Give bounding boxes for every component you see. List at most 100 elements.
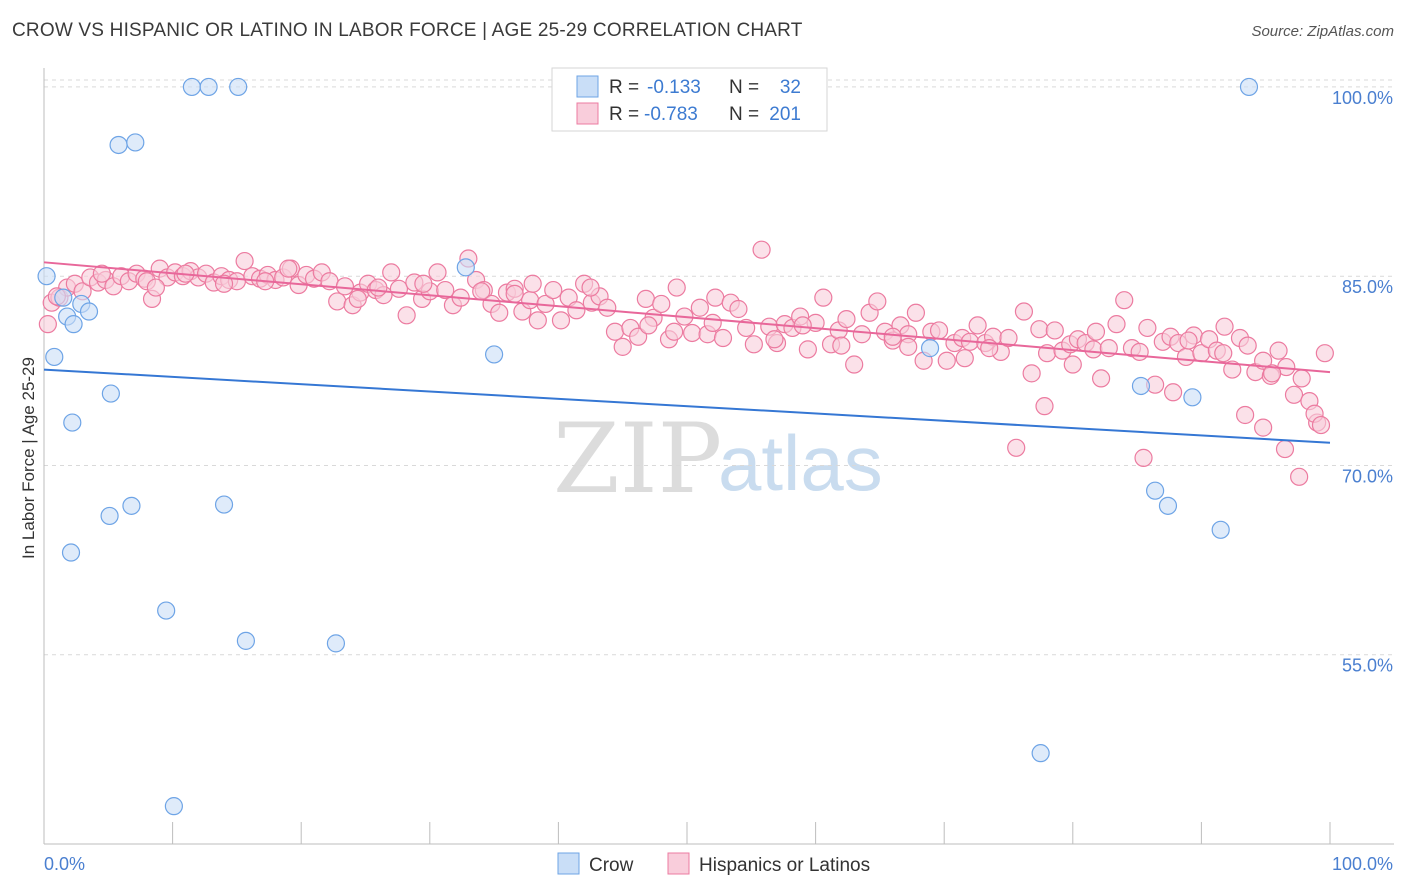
crow-point-22 bbox=[456, 258, 475, 277]
crow-point-24 bbox=[920, 339, 940, 358]
crow-point-9 bbox=[101, 384, 120, 403]
hisp-point-153 bbox=[1215, 317, 1234, 336]
hisp-point-87 bbox=[706, 288, 725, 307]
hisp-point-92 bbox=[744, 335, 763, 354]
hisp-point-183 bbox=[955, 349, 974, 368]
crow-point-28 bbox=[1158, 496, 1178, 515]
hisp-point-131 bbox=[1045, 321, 1064, 340]
crow-point-31 bbox=[1239, 77, 1259, 97]
hisp-point-128 bbox=[1022, 364, 1041, 383]
y-tick-label: 55.0% bbox=[1342, 656, 1393, 676]
crow-point-4 bbox=[64, 315, 83, 334]
hisp-point-99 bbox=[798, 340, 817, 359]
watermark-zip: ZIP bbox=[553, 403, 722, 515]
hisp-point-156 bbox=[1238, 336, 1257, 355]
crow-point-23 bbox=[485, 345, 504, 364]
hisp-point-187 bbox=[1164, 383, 1183, 402]
hisp-point-82 bbox=[667, 278, 686, 297]
hisp-point-162 bbox=[1284, 385, 1304, 404]
hisp-point-59 bbox=[490, 303, 509, 322]
crow-point-8 bbox=[61, 543, 81, 562]
crow-point-27 bbox=[1146, 481, 1165, 500]
crow-point-2 bbox=[54, 288, 73, 307]
hisp-point-188 bbox=[1214, 344, 1233, 363]
hisp-n-label: N = bbox=[729, 104, 759, 125]
watermark: ZIP atlas bbox=[553, 403, 883, 515]
hisp-point-78 bbox=[636, 289, 655, 309]
hisp-point-203 bbox=[1086, 322, 1106, 341]
x-tick-label-max: 100.0% bbox=[1332, 854, 1393, 874]
crow-r-value: -0.133 bbox=[647, 77, 701, 98]
hisp-point-116 bbox=[929, 321, 949, 340]
hisp-point-198 bbox=[505, 284, 524, 303]
hisp-point-195 bbox=[146, 278, 165, 297]
hisp-point-177 bbox=[581, 278, 600, 297]
hisp-r-label: R = bbox=[609, 104, 639, 125]
crow-point-7 bbox=[63, 413, 82, 432]
hisp-point-52 bbox=[436, 280, 455, 300]
hisp-n-value: 201 bbox=[769, 104, 801, 125]
hisp-r-value: -0.783 bbox=[644, 104, 698, 125]
crow-point-17 bbox=[157, 601, 176, 620]
hisp-point-205 bbox=[1263, 364, 1282, 383]
crow-trend-line bbox=[43, 368, 1331, 444]
hisp-point-175 bbox=[472, 282, 491, 301]
crow-point-30 bbox=[1211, 520, 1230, 539]
hisp-point-0 bbox=[38, 315, 57, 334]
crow-point-6 bbox=[79, 302, 99, 321]
hisp-point-201 bbox=[883, 327, 902, 346]
hisp-point-199 bbox=[665, 322, 684, 341]
hisp-bottom-swatch bbox=[667, 852, 690, 875]
y-tick-label: 85.0% bbox=[1342, 277, 1393, 297]
hisp-point-191 bbox=[1275, 439, 1295, 459]
hisp-point-172 bbox=[279, 259, 298, 278]
hisp-point-90 bbox=[729, 299, 748, 319]
crow-point-16 bbox=[229, 77, 248, 97]
hisp-point-194 bbox=[1311, 415, 1331, 435]
crow-legend-label: Crow bbox=[589, 855, 634, 876]
hisp-point-39 bbox=[335, 277, 355, 296]
hisp-point-163 bbox=[1292, 369, 1311, 388]
crow-point-25 bbox=[1031, 744, 1050, 763]
hisp-point-88 bbox=[713, 328, 733, 348]
hisp-point-101 bbox=[814, 288, 833, 307]
hisp-point-182 bbox=[899, 337, 918, 356]
hisp-point-46 bbox=[389, 279, 409, 298]
crow-point-10 bbox=[100, 506, 119, 526]
hisp-point-26 bbox=[235, 251, 254, 271]
y-tick-labels: 55.0% 70.0% 85.0% 100.0% bbox=[1332, 88, 1393, 676]
hispanic-points bbox=[38, 240, 1334, 486]
hisp-point-80 bbox=[652, 294, 671, 314]
hisp-point-178 bbox=[639, 316, 658, 335]
crow-bottom-swatch bbox=[557, 852, 580, 875]
crow-point-14 bbox=[182, 77, 201, 97]
hisp-point-179 bbox=[703, 313, 722, 332]
hisp-point-186 bbox=[1134, 448, 1153, 467]
hisp-point-121 bbox=[968, 316, 987, 335]
hisp-point-75 bbox=[613, 337, 632, 356]
hisp-point-181 bbox=[832, 336, 851, 355]
hisp-point-136 bbox=[1084, 340, 1103, 359]
hisp-point-180 bbox=[765, 330, 784, 349]
hisp-point-154 bbox=[1223, 360, 1242, 379]
hisp-point-105 bbox=[845, 355, 864, 374]
hisp-point-171 bbox=[214, 274, 234, 293]
stats-legend: R = -0.133 N = 32 R = -0.783 N = 201 bbox=[551, 67, 828, 132]
hisp-point-143 bbox=[1138, 318, 1157, 338]
hisp-point-73 bbox=[598, 298, 617, 317]
x-axis-ticks bbox=[43, 822, 1331, 844]
hisp-point-91 bbox=[737, 318, 756, 338]
hisp-point-127 bbox=[1014, 302, 1034, 321]
hisp-point-45 bbox=[382, 263, 401, 282]
hisp-point-64 bbox=[528, 311, 547, 330]
hisp-point-67 bbox=[551, 311, 571, 330]
hisp-point-117 bbox=[937, 351, 956, 370]
y-axis-label: In Labor Force | Age 25-29 bbox=[19, 357, 38, 559]
hisp-point-51 bbox=[428, 263, 447, 282]
hispanic-trend-line bbox=[43, 261, 1331, 374]
hisp-point-125 bbox=[999, 328, 1018, 348]
hisp-point-113 bbox=[906, 303, 926, 322]
series-legend: Crow Hispanics or Latinos bbox=[557, 852, 870, 876]
hisp-point-66 bbox=[544, 280, 563, 300]
